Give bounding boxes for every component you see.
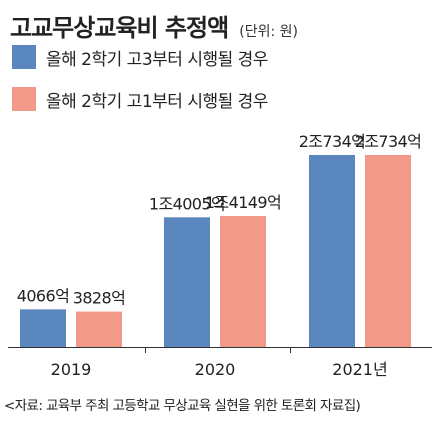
bar-2-2020 (220, 215, 266, 347)
legend-swatch-series-1 (12, 45, 36, 69)
data-label: 3828억 (73, 289, 125, 308)
data-label: 2조734억 (355, 132, 422, 151)
chart-title-row: 고교무상교육비 추정액 (단위: 원) (10, 8, 298, 43)
x-tick-label: 2021년 (332, 360, 387, 379)
data-label: 2조734억 (299, 132, 366, 151)
bar-1-2020 (164, 217, 210, 347)
legend-swatch-series-2 (12, 87, 36, 111)
legend-label-series-1: 올해 2학기 고3부터 시행될 경우 (46, 49, 268, 70)
legend-item-series-1: 올해 2학기 고3부터 시행될 경우 (12, 42, 268, 72)
bar-2-2021년 (365, 155, 411, 347)
x-tick-label: 2019 (51, 360, 92, 379)
unit-label: (단위: 원) (239, 24, 298, 40)
bar-1-2021년 (309, 155, 355, 347)
data-label: 4066억 (17, 286, 69, 305)
x-tick-label: 2020 (195, 360, 236, 379)
legend-item-series-2: 올해 2학기 고1부터 시행될 경우 (12, 84, 268, 114)
data-label: 1조4149억 (205, 193, 281, 212)
bar-2-2019 (76, 311, 122, 347)
source-note: <자료: 교육부 주최 고등학교 무상교육 실현을 위한 토론회 자료집) (4, 398, 361, 414)
legend-label-series-2: 올해 2학기 고1부터 시행될 경우 (46, 91, 268, 112)
data-label: 1조4005억 (149, 194, 225, 213)
bar-1-2019 (20, 309, 66, 347)
chart-title: 고교무상교육비 추정액 (10, 14, 229, 42)
